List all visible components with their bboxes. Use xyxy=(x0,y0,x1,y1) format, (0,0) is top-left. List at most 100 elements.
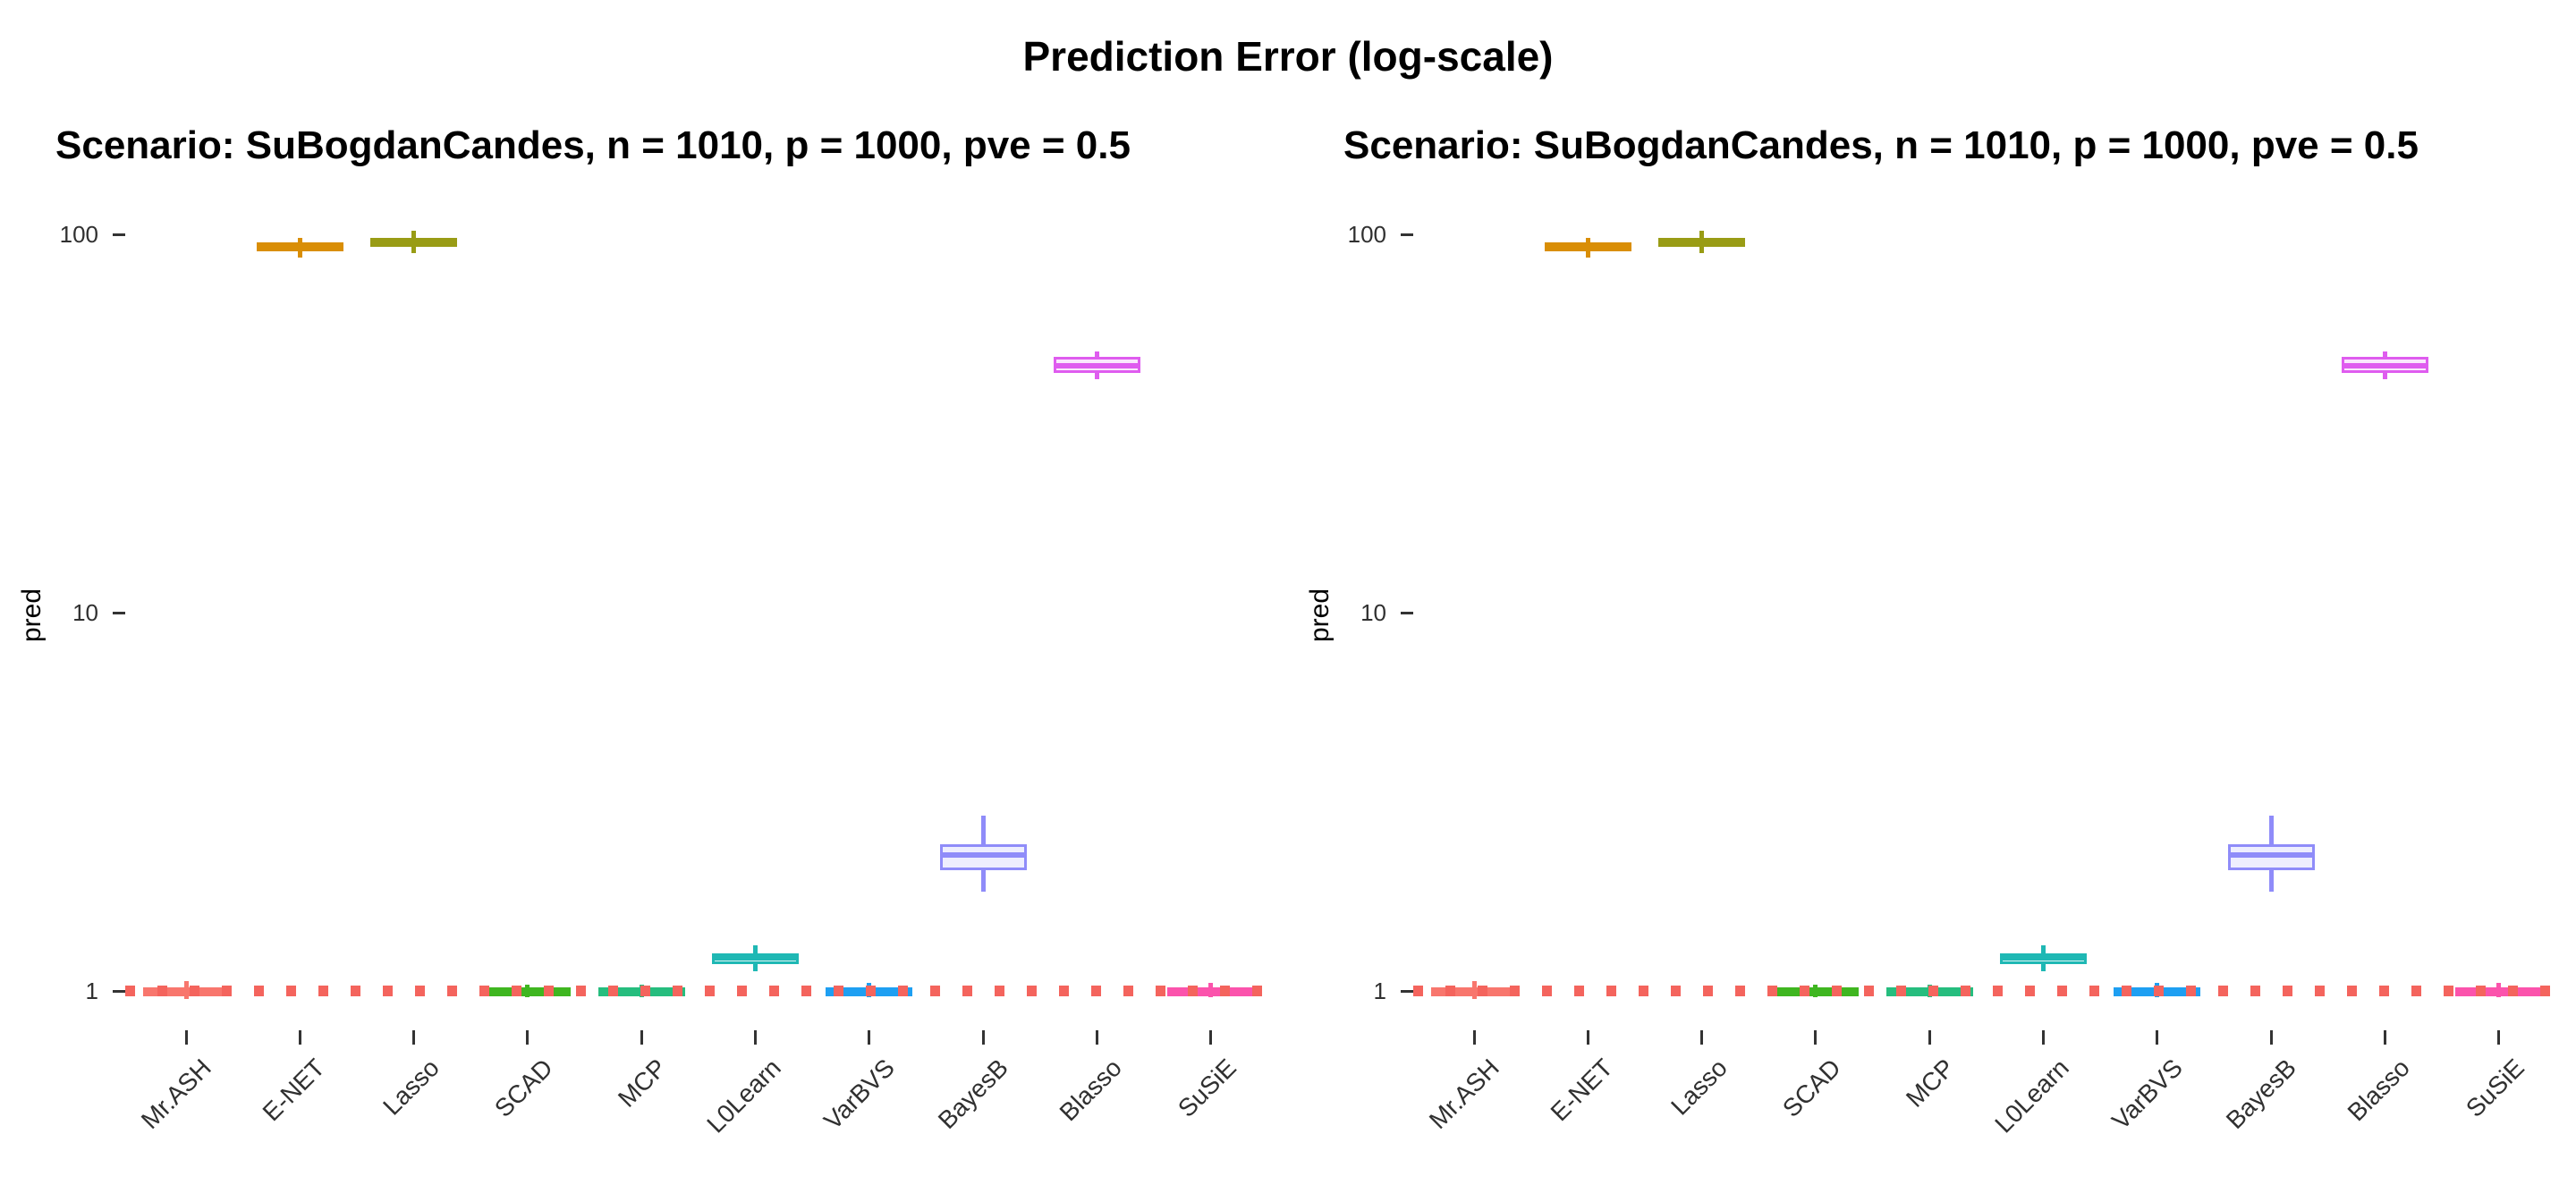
x-axis-tick-label: E-NET xyxy=(1545,1054,1619,1127)
box-whisker-lower xyxy=(2382,373,2387,379)
boxplot-median-line xyxy=(1053,362,1140,368)
x-axis-tick-label: Lasso xyxy=(377,1054,445,1121)
box-whisker-upper xyxy=(867,983,872,988)
box-whisker-upper xyxy=(1208,983,1214,988)
box-whisker-lower xyxy=(183,994,189,1000)
box-whisker-upper xyxy=(2155,983,2160,988)
x-axis-tick-label: SCAD xyxy=(1776,1054,1846,1122)
box-whisker-upper xyxy=(2382,351,2387,357)
x-axis-tick-mark xyxy=(754,1030,757,1045)
x-axis-tick-mark xyxy=(1095,1030,1098,1045)
box-whisker-upper xyxy=(1585,237,1590,243)
y-axis-tick-mark xyxy=(113,989,125,993)
x-axis-tick-label: MCP xyxy=(1901,1054,1961,1113)
x-axis-tick-mark xyxy=(1586,1030,1589,1045)
boxplot-median-line xyxy=(939,851,1027,858)
y-axis-tick-label: 10 xyxy=(1360,599,1386,626)
box-whisker-lower xyxy=(1094,373,1099,379)
x-axis-tick-label: Blasso xyxy=(2342,1054,2416,1127)
box-whisker-upper xyxy=(2041,944,2046,953)
x-axis-tick-label: SuSiE xyxy=(1172,1054,1241,1122)
x-axis-tick-label: L0Learn xyxy=(1988,1054,2074,1139)
x-axis-tick-mark xyxy=(1928,1030,1931,1045)
y-axis-tick-label: 100 xyxy=(1347,221,1386,248)
box-whisker-lower xyxy=(2268,870,2274,892)
x-axis-tick-label: MCP xyxy=(613,1054,673,1113)
y-axis-tick-mark xyxy=(1401,989,1413,993)
x-axis-tick-label: Lasso xyxy=(1665,1054,1733,1121)
boxplot-box xyxy=(939,844,1027,871)
panel-1: Scenario: SuBogdanCandes, n = 1010, p = … xyxy=(1288,0,2576,1202)
box-whisker-lower xyxy=(1699,246,1705,254)
box-whisker-lower xyxy=(411,246,417,254)
y-axis-tick-label: 100 xyxy=(59,221,98,248)
box-whisker-lower xyxy=(753,963,758,971)
boxplot-box xyxy=(2227,844,2315,871)
x-axis-tick-mark xyxy=(981,1030,985,1045)
x-axis-tick-label: Mr.ASH xyxy=(1423,1054,1504,1135)
box-whisker-upper xyxy=(753,944,758,953)
boxplot-median-line xyxy=(370,239,458,245)
y-axis-tick-mark xyxy=(1401,233,1413,236)
y-axis-tick-label: 1 xyxy=(1373,978,1386,1004)
x-axis-tick-label: Mr.ASH xyxy=(135,1054,216,1135)
x-axis-tick-mark xyxy=(1814,1030,1818,1045)
x-axis-tick-label: L0Learn xyxy=(700,1054,786,1139)
box-whisker-lower xyxy=(980,870,986,892)
box-whisker-upper xyxy=(980,815,986,845)
x-axis-tick-mark xyxy=(526,1030,530,1045)
boxplot-median-line xyxy=(2341,362,2428,368)
panel-subtitle: Scenario: SuBogdanCandes, n = 1010, p = … xyxy=(1343,123,2419,167)
x-axis-tick-label: BayesB xyxy=(2220,1054,2302,1135)
x-axis-tick-mark xyxy=(2156,1030,2159,1045)
x-axis-tick-label: BayesB xyxy=(932,1054,1014,1135)
panel-0: Scenario: SuBogdanCandes, n = 1010, p = … xyxy=(17,123,1263,1139)
x-axis-tick-label: VarBVS xyxy=(2106,1054,2188,1135)
boxplot-median-line xyxy=(256,244,343,250)
x-axis-tick-mark xyxy=(868,1030,871,1045)
x-axis-tick-mark xyxy=(2269,1030,2273,1045)
x-axis-tick-mark xyxy=(2383,1030,2386,1045)
y-axis-tick-mark xyxy=(113,233,125,236)
y-axis-tick-mark xyxy=(113,611,125,614)
box-whisker-lower xyxy=(1471,994,1477,1000)
y-axis-tick-label: 10 xyxy=(72,599,98,626)
x-axis-tick-label: VarBVS xyxy=(818,1054,900,1135)
x-axis-tick-mark xyxy=(2497,1030,2501,1045)
chart-title: Prediction Error (log-scale) xyxy=(1022,33,1554,80)
y-axis-tick-label: 1 xyxy=(85,978,98,1004)
x-axis-tick-mark xyxy=(412,1030,416,1045)
box-whisker-upper xyxy=(2496,983,2502,988)
x-axis-tick-mark xyxy=(2042,1030,2045,1045)
boxplot-median-line xyxy=(2227,851,2315,858)
boxplot-median-line xyxy=(2000,955,2087,961)
x-axis-tick-mark xyxy=(298,1030,301,1045)
box-whisker-upper xyxy=(1471,981,1477,988)
x-axis-tick-label: E-NET xyxy=(257,1054,331,1127)
x-axis-tick-label: SCAD xyxy=(488,1054,558,1122)
x-axis-tick-label: SuSiE xyxy=(2460,1054,2529,1122)
box-whisker-upper xyxy=(1699,231,1705,238)
boxplot-median-line xyxy=(1658,239,1746,245)
x-axis-tick-mark xyxy=(1209,1030,1213,1045)
box-whisker-upper xyxy=(1094,351,1099,357)
box-whisker-upper xyxy=(297,237,302,243)
x-axis-tick-mark xyxy=(1700,1030,1704,1045)
box-whisker-upper xyxy=(411,231,417,238)
y-axis-tick-mark xyxy=(1401,611,1413,614)
panel-subtitle: Scenario: SuBogdanCandes, n = 1010, p = … xyxy=(55,123,1131,167)
reference-line xyxy=(125,986,1263,996)
boxplot-median-line xyxy=(712,955,799,961)
x-axis-tick-label: Blasso xyxy=(1054,1054,1128,1127)
box-whisker-upper xyxy=(2268,815,2274,845)
x-axis-tick-mark xyxy=(640,1030,643,1045)
x-axis-tick-mark xyxy=(184,1030,188,1045)
box-whisker-lower xyxy=(2041,963,2046,971)
reference-line xyxy=(1413,986,2551,996)
box-whisker-upper xyxy=(183,981,189,988)
box-whisker-lower xyxy=(297,251,302,258)
box-whisker-lower xyxy=(1585,251,1590,258)
x-axis-tick-mark xyxy=(1472,1030,1476,1045)
boxplot-median-line xyxy=(1544,244,1631,250)
